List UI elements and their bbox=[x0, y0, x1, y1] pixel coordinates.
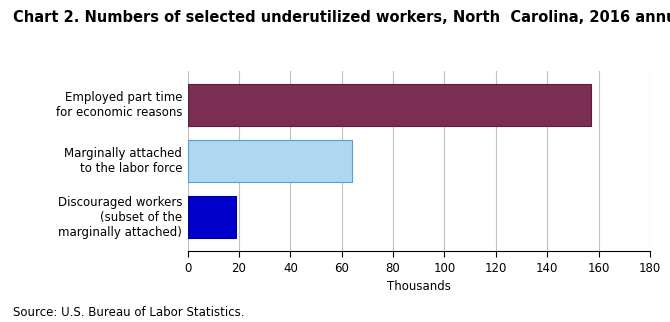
X-axis label: Thousands: Thousands bbox=[387, 280, 451, 293]
Bar bbox=[188, 83, 591, 126]
Text: Source: U.S. Bureau of Labor Statistics.: Source: U.S. Bureau of Labor Statistics. bbox=[13, 306, 245, 319]
Text: Chart 2. Numbers of selected underutilized workers, North  Carolina, 2016 annual: Chart 2. Numbers of selected underutiliz… bbox=[13, 10, 670, 25]
Bar bbox=[188, 196, 237, 239]
Bar bbox=[188, 140, 352, 182]
